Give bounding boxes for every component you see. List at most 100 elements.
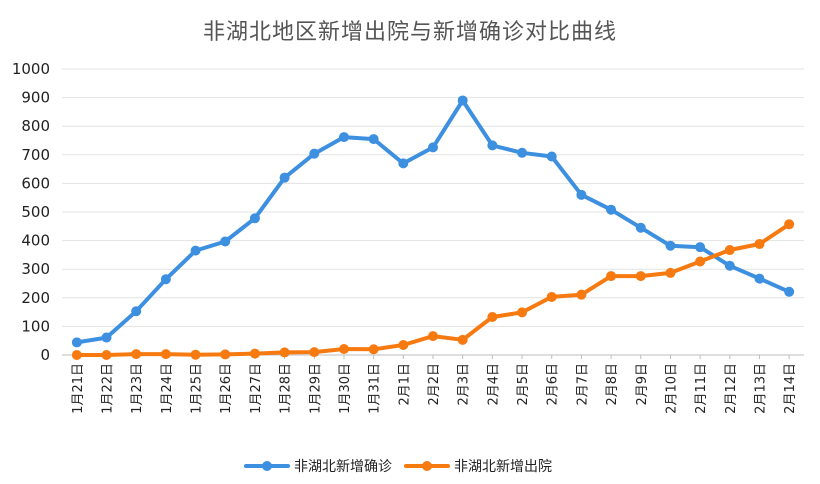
- x-tick-label: 1月29日: [308, 363, 323, 414]
- x-tick-label: 1月23日: [130, 363, 145, 414]
- data-point: [101, 332, 112, 343]
- x-tick-label: 1月27日: [249, 363, 264, 414]
- data-point: [457, 95, 468, 106]
- data-point: [131, 349, 142, 360]
- legend-label: 非湖北新增确诊: [294, 459, 392, 475]
- data-point: [279, 172, 290, 183]
- data-point: [546, 291, 557, 302]
- data-point: [338, 132, 349, 143]
- data-point: [190, 245, 201, 256]
- x-tick-label: 2月13日: [753, 363, 768, 414]
- series-confirmed: [71, 95, 795, 348]
- legend-label: 非湖北新增出院: [454, 459, 552, 475]
- data-point: [368, 344, 379, 355]
- data-point: [160, 349, 171, 360]
- data-point: [754, 273, 765, 284]
- y-tick-label: 100: [21, 317, 50, 335]
- data-point: [695, 256, 706, 267]
- data-point: [665, 267, 676, 278]
- y-axis-ticks: 0 100 200 300 400 500 600 700 800 900 1000: [12, 60, 50, 364]
- x-tick-label: 2月6日: [546, 363, 561, 406]
- chart-title: 非湖北地区新增出院与新增确诊对比曲线: [202, 20, 617, 45]
- x-tick-label: 1月26日: [219, 363, 234, 414]
- x-tick-label: 2月3日: [457, 363, 472, 406]
- x-tick-label: 2月2日: [427, 363, 442, 406]
- x-tick-label: 1月28日: [279, 363, 294, 414]
- legend-item: 非湖北新增确诊: [244, 459, 392, 475]
- data-point: [576, 189, 587, 200]
- data-point: [309, 148, 320, 159]
- x-tick-label: 1月30日: [338, 363, 353, 414]
- data-point: [160, 274, 171, 285]
- data-point: [71, 350, 82, 360]
- data-point: [487, 140, 498, 151]
- x-tick-label: 2月4日: [486, 363, 501, 406]
- legend: 非湖北新增确诊 非湖北新增出院: [244, 459, 552, 475]
- x-tick-label: 2月8日: [605, 363, 620, 406]
- x-tick-label: 2月10日: [664, 363, 679, 414]
- data-point: [249, 348, 260, 359]
- data-point: [398, 339, 409, 350]
- x-tick-label: 1月24日: [160, 363, 175, 414]
- x-tick-label: 2月11日: [694, 363, 709, 414]
- data-point: [576, 289, 587, 300]
- data-point: [220, 236, 231, 247]
- legend-swatch-marker: [262, 461, 272, 471]
- data-point: [249, 213, 260, 224]
- x-tick-label: 1月25日: [190, 363, 205, 414]
- y-tick-label: 200: [21, 289, 50, 307]
- x-tick-label: 2月14日: [783, 363, 798, 414]
- data-point: [606, 271, 617, 282]
- y-tick-label: 800: [21, 117, 50, 135]
- data-point: [784, 286, 795, 297]
- data-point: [428, 331, 438, 342]
- x-tick-label: 2月1日: [397, 363, 412, 406]
- gridlines: [62, 68, 804, 356]
- data-point: [101, 350, 112, 360]
- data-point: [546, 151, 557, 162]
- y-tick-label: 400: [21, 232, 50, 250]
- data-point: [487, 311, 498, 322]
- data-point: [517, 147, 528, 158]
- series-lines: [71, 95, 795, 360]
- x-tick-label: 1月31日: [368, 363, 383, 414]
- y-tick-label: 900: [21, 89, 50, 107]
- data-point: [220, 349, 231, 360]
- y-tick-label: 1000: [12, 60, 50, 78]
- data-point: [428, 142, 438, 153]
- legend-swatch-marker: [422, 461, 432, 471]
- data-point: [695, 242, 706, 253]
- x-tick-label: 2月12日: [724, 363, 739, 414]
- x-tick-label: 2月7日: [575, 363, 590, 406]
- y-tick-label: 700: [21, 146, 50, 164]
- data-point: [784, 219, 795, 230]
- x-tick-label: 2月5日: [516, 363, 531, 406]
- data-point: [635, 222, 646, 233]
- x-tick-label: 2月9日: [635, 363, 650, 406]
- data-point: [754, 239, 765, 250]
- x-tick-label: 1月22日: [101, 363, 116, 414]
- y-tick-label: 0: [40, 346, 50, 364]
- data-point: [724, 260, 735, 271]
- data-point: [338, 343, 349, 354]
- data-point: [190, 349, 201, 360]
- legend-item: 非湖北新增出院: [404, 459, 552, 475]
- data-point: [309, 347, 320, 358]
- data-point: [724, 245, 735, 256]
- series-line: [74, 98, 792, 345]
- data-point: [635, 271, 646, 282]
- data-point: [131, 306, 142, 317]
- x-axis-ticks: 1月21日 1月22日 1月23日 1月24日 1月25日 1月26日 1月27日 1月28日…: [71, 355, 798, 414]
- x-tick-label: 1月21日: [71, 363, 86, 414]
- data-point: [517, 307, 528, 318]
- data-point: [398, 158, 409, 169]
- data-point: [71, 337, 82, 348]
- y-tick-label: 600: [21, 174, 50, 192]
- data-point: [606, 204, 617, 215]
- data-point: [665, 240, 676, 251]
- y-tick-label: 300: [21, 260, 50, 278]
- data-point: [368, 134, 379, 145]
- y-tick-label: 500: [21, 203, 50, 221]
- data-point: [457, 334, 468, 345]
